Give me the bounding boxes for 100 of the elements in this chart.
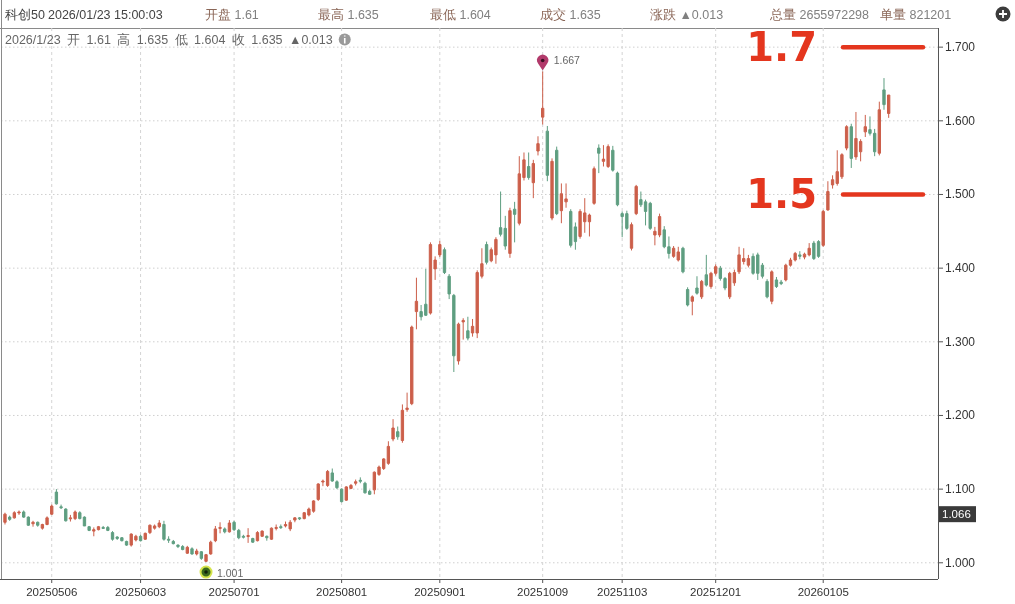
- candlestick: [54, 488, 59, 506]
- candlestick: [45, 515, 49, 526]
- candlestick: [807, 242, 811, 257]
- candlestick: [526, 151, 531, 181]
- candlestick: [237, 528, 241, 540]
- candlestick: [391, 418, 395, 442]
- candlestick: [690, 294, 694, 316]
- candlestick: [199, 550, 204, 561]
- candlestick: [297, 516, 302, 521]
- candlestick: [246, 527, 250, 544]
- candlestick: [3, 512, 7, 525]
- candlestick: [466, 316, 470, 341]
- candlestick: [195, 548, 199, 556]
- candlestick: [887, 94, 891, 119]
- candlestick: [213, 525, 218, 543]
- candlestick: [31, 520, 35, 528]
- text: 开盘 1.61: [205, 8, 259, 22]
- candlestick: [671, 245, 676, 259]
- x-tick-label: 20250506: [26, 586, 78, 598]
- candlestick: [148, 523, 152, 535]
- candlestick: [180, 544, 185, 551]
- x-tick-label: 20250701: [208, 586, 260, 598]
- x-tick-label: 20250801: [316, 586, 368, 598]
- chart-subtitle: 2026/01/23 15:00:03: [48, 8, 163, 22]
- candlestick: [681, 246, 685, 274]
- x-tick-label: 20250901: [414, 586, 466, 598]
- candlestick: [676, 246, 680, 263]
- candlestick: [162, 520, 166, 542]
- candlestick: [176, 543, 180, 549]
- candlestick: [405, 392, 409, 413]
- candlestick: [353, 479, 358, 486]
- candlestick: [821, 209, 825, 248]
- candlestick: [26, 515, 31, 527]
- candlestick: [283, 521, 288, 528]
- candlestick: [844, 124, 849, 151]
- candlestick: [386, 440, 391, 466]
- candlestick: [110, 530, 115, 542]
- candlestick: [452, 293, 456, 373]
- candlestick: [7, 515, 12, 522]
- candlestick: [265, 535, 269, 542]
- x-tick-label: 20251103: [597, 586, 648, 598]
- candlestick: [316, 482, 320, 502]
- candlestick: [50, 504, 54, 516]
- candlestick: [17, 509, 21, 516]
- candlestick: [339, 487, 344, 503]
- candlestick: [648, 201, 652, 231]
- candlestick: [255, 530, 260, 542]
- candlestick: [765, 278, 769, 299]
- candlestick: [634, 184, 638, 216]
- candlestick: [536, 135, 540, 156]
- candlestick: [611, 145, 615, 173]
- candlestick: [545, 125, 550, 182]
- candlestick: [311, 499, 316, 514]
- annotation: 1.001: [217, 567, 244, 580]
- text: 单量 821201: [880, 8, 952, 22]
- y-tick-label: 1.000: [945, 555, 976, 570]
- x-tick-label: 20260105: [797, 586, 849, 598]
- candlestick: [36, 521, 40, 528]
- candlestick: [699, 279, 704, 300]
- candlestick: [456, 322, 461, 366]
- candlestick: [541, 70, 545, 125]
- candlestick: [396, 426, 400, 441]
- text: 涨跌 ▲0.013: [650, 8, 724, 22]
- candlestick: [798, 250, 802, 260]
- candlestick: [288, 519, 292, 532]
- x-tick-label: 20251009: [517, 586, 569, 598]
- candlestick: [372, 470, 377, 495]
- candlestick: [484, 241, 489, 265]
- candlestick: [447, 273, 451, 300]
- candlestick: [508, 207, 512, 259]
- candlestick: [695, 275, 699, 296]
- candlestick: [555, 146, 559, 216]
- y-tick-label: 1.600: [945, 113, 976, 128]
- y-tick-label: 1.500: [945, 187, 976, 202]
- candlestick: [68, 514, 73, 523]
- candlestick: [143, 532, 147, 541]
- text: 1.066: [942, 508, 971, 521]
- candlestick: [461, 317, 465, 341]
- candlestick: [171, 539, 175, 545]
- candlestick: [73, 509, 77, 521]
- candlestick: [400, 403, 405, 444]
- candlestick: [569, 208, 573, 249]
- candlestick: [779, 279, 783, 286]
- candlestick: [531, 159, 535, 199]
- y-tick-label: 1.300: [945, 334, 976, 349]
- candlestick: [882, 77, 886, 111]
- candlestick: [152, 523, 157, 531]
- candlestick: [185, 545, 189, 555]
- candlestick: [358, 476, 362, 484]
- candlestick: [251, 537, 255, 544]
- candlestick: [64, 507, 68, 523]
- candlestick: [293, 516, 297, 523]
- candlestick: [260, 529, 264, 538]
- candlestick: [428, 241, 433, 316]
- candlestick: [704, 254, 708, 288]
- ref-line-label: 1.5: [746, 171, 817, 218]
- candlestick: [223, 526, 227, 534]
- candlestick: [442, 247, 447, 275]
- candlestick: [232, 520, 236, 532]
- candlestick: [363, 481, 367, 495]
